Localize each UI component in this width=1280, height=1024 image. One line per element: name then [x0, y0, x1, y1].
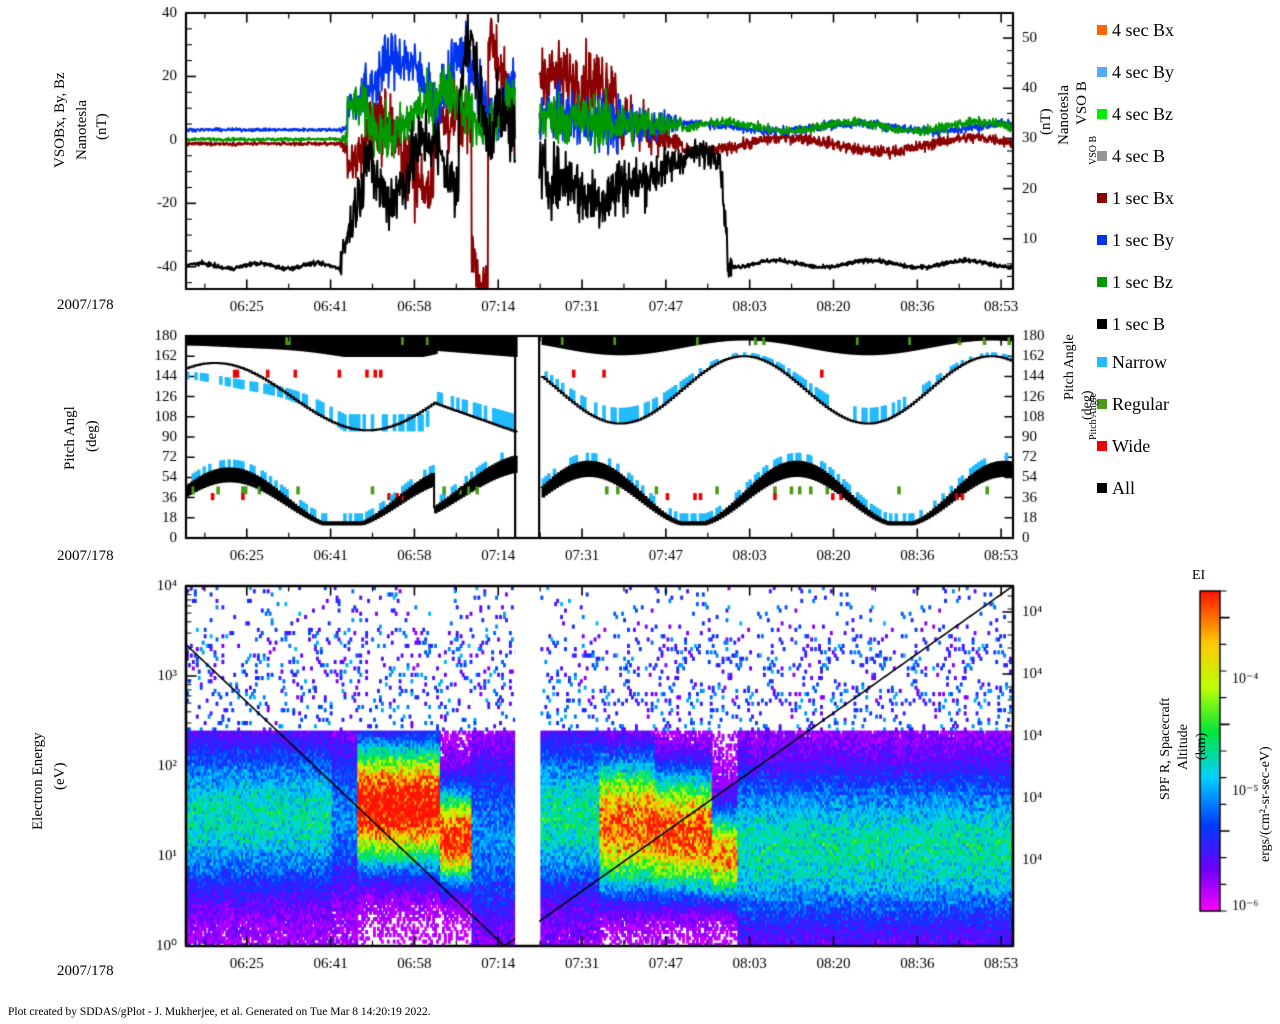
mag-left-axis-title: VSOBx, By, Bz: [52, 72, 68, 168]
spec-axis-units: (eV): [52, 762, 68, 790]
legend-label-regular: Regular: [1112, 394, 1169, 414]
legend-label-narrow: Narrow: [1112, 352, 1167, 372]
mag-right-axis-title: VSO B: [1074, 81, 1090, 125]
legend-label-1-sec-by: 1 sec By: [1112, 230, 1174, 250]
legend-label-1-sec-bx: 1 sec Bx: [1112, 188, 1174, 208]
legend-swatch: [1097, 235, 1107, 245]
spec-date-label: 2007/178: [57, 963, 114, 979]
pitch-axis-title: Pitch Angl: [62, 406, 78, 470]
legend-label-all: All: [1112, 478, 1136, 498]
legend-label-1-sec-bz: 1 sec Bz: [1112, 272, 1173, 292]
legend-swatch: [1097, 25, 1107, 35]
legend-swatch: [1097, 277, 1107, 287]
legend-label-4-sec-bx: 4 sec Bx: [1112, 20, 1174, 40]
legend-group-vsob-label: VSO B: [1088, 135, 1099, 165]
legend-swatch: [1097, 319, 1107, 329]
spec-right-axis-subtitle: Altitude: [1176, 724, 1191, 770]
pitch-date-label: 2007/178: [57, 548, 114, 564]
legend-swatch: [1097, 151, 1107, 161]
legend-label-1-sec-b: 1 sec B: [1112, 314, 1165, 334]
spec-axis-title: Electron Energy: [30, 732, 46, 830]
legend-label-4-sec-b: 4 sec B: [1112, 146, 1165, 166]
legend-label-4-sec-bz: 4 sec Bz: [1112, 104, 1173, 124]
mag-left-axis-subtitle: Nanotesla: [74, 100, 90, 160]
legend-swatch: [1097, 483, 1107, 493]
mag-right-axis-units: (nT): [1038, 108, 1054, 135]
mag-right-axis-subtitle: Nanotesla: [1056, 85, 1072, 145]
colorbar-units: ergs/(cm²-sr-sec-eV): [1258, 746, 1273, 862]
legend-swatch: [1097, 67, 1107, 77]
pitch-axis-units: (deg): [84, 420, 100, 452]
mag-left-axis-units: (nT): [94, 113, 110, 140]
legend-label-4-sec-by: 4 sec By: [1112, 62, 1174, 82]
legend-swatch: [1097, 193, 1107, 203]
spec-right-axis-title: SPF R, Spacecraft: [1158, 697, 1173, 800]
legend-swatch: [1097, 357, 1107, 367]
figure-footer: Plot created by SDDAS/gPlot - J. Mukherj…: [8, 1006, 431, 1018]
legend-swatch: [1097, 441, 1107, 451]
mag-date-label: 2007/178: [57, 297, 114, 313]
pitch-right-axis-title: Pitch Angle: [1062, 334, 1077, 400]
colorbar-title: EI: [1192, 568, 1206, 583]
legend-swatch: [1097, 399, 1107, 409]
legend-label-wide: Wide: [1112, 436, 1151, 456]
legend-swatch: [1097, 109, 1107, 119]
legend-group-pitch-label: Pitch Angle: [1088, 393, 1099, 440]
spec-right-axis-units: (km): [1194, 732, 1209, 760]
